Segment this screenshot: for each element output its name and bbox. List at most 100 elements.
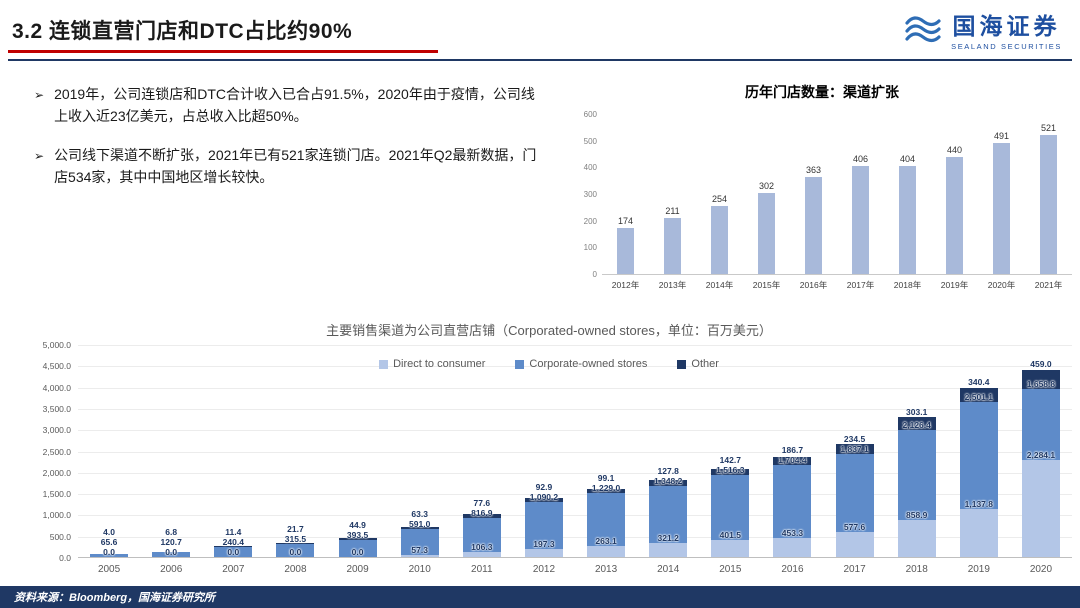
bar-column: 406 2017年 xyxy=(837,114,884,291)
segment-other xyxy=(711,469,750,476)
value-label-corporate: 1,658.8 xyxy=(1026,379,1056,390)
bar-stack: 521 xyxy=(1040,114,1057,274)
x-axis-label: 2014年 xyxy=(705,280,734,290)
value-label-dtc: 401.5 xyxy=(719,529,741,540)
value-label-corporate: 65.6 xyxy=(100,537,118,547)
logo-name: 国海证券 xyxy=(952,14,1061,39)
value-label-other: 92.9 xyxy=(535,482,553,493)
segment-other xyxy=(338,538,377,541)
legend-item: Other xyxy=(677,358,719,370)
bar-stack xyxy=(140,345,202,557)
bar-stack xyxy=(513,345,575,557)
value-label-dtc: 197.3 xyxy=(533,538,555,549)
x-axis-label: 2020年 xyxy=(987,280,1016,290)
value-label-dtc: 577.6 xyxy=(843,522,866,533)
segment-dtc xyxy=(711,539,750,557)
stacked-bar-column: 2016 186.7 1,704.4 453.3 xyxy=(761,345,823,575)
bar xyxy=(617,227,634,274)
value-label-dtc: 0.0 xyxy=(289,547,302,557)
segment-corporate xyxy=(214,546,253,557)
x-axis-label: 2006 xyxy=(160,564,183,575)
value-label-corporate: 1,090.2 xyxy=(529,492,559,503)
segment-other xyxy=(1021,369,1060,390)
bar-stack xyxy=(699,345,761,557)
value-label-corporate: 2,501.1 xyxy=(964,391,993,402)
y-tick-label: 500 xyxy=(583,136,597,146)
bar-stack: 440 xyxy=(946,114,963,274)
value-label-other: 186.7 xyxy=(781,445,804,456)
legend-label: Corporate-owned stores xyxy=(529,358,648,370)
bullet-list: ➢ 2019年，公司连锁店和DTC合计收入已合占91.5%，2020年由于疫情，… xyxy=(34,84,546,207)
legend-item: Direct to consumer xyxy=(379,358,485,370)
store-chart-y-axis: 0 100 200 300 400 500 600 xyxy=(572,110,602,279)
gridline xyxy=(78,387,1072,389)
bar-stack: 174 xyxy=(617,114,634,274)
y-tick-label: 4,000.0 xyxy=(42,382,71,393)
legend-swatch xyxy=(515,359,525,369)
x-axis-label: 2017年 xyxy=(846,280,875,290)
bar xyxy=(758,193,775,274)
bar-column: 363 2016年 xyxy=(790,114,837,291)
value-label-corporate: 816.9 xyxy=(471,507,493,518)
bar-value-label: 254 xyxy=(711,194,728,205)
revenue-chart-title: 主要销售渠道为公司直营店铺（Corporated-owned stores，单位… xyxy=(326,323,772,338)
segment-corporate xyxy=(400,529,439,555)
bar-column: 211 2013年 xyxy=(649,114,696,291)
bars-row: 2005 4.0 65.6 0.0 2006 6.8 120.7 0.0 2007 11.4 240… xyxy=(78,345,1072,575)
bullet-arrow-icon: ➢ xyxy=(34,149,45,164)
value-label-other: 459.0 xyxy=(1030,359,1052,370)
bar-stack: 404 xyxy=(899,114,916,274)
segment-corporate xyxy=(524,502,563,549)
gridline xyxy=(78,494,1072,496)
segment-corporate xyxy=(897,429,936,521)
bar-stack xyxy=(451,345,513,557)
value-label-dtc: 0.0 xyxy=(103,547,115,557)
value-label-dtc: 858.9 xyxy=(906,510,928,521)
stacked-bar-column: 2010 63.3 591.0 57.3 xyxy=(389,345,451,575)
value-label-other: 142.7 xyxy=(719,455,741,466)
bar-stack xyxy=(1010,345,1072,557)
bar-value-label: 521 xyxy=(1040,123,1057,134)
value-label-corporate: 2,126.4 xyxy=(902,419,931,430)
bar xyxy=(899,166,916,274)
gridline xyxy=(78,515,1072,517)
value-label-dtc: 0.0 xyxy=(351,547,364,557)
x-axis-label: 2018 xyxy=(905,564,928,575)
x-axis-label: 2012 xyxy=(532,564,556,575)
value-label-corporate: 591.0 xyxy=(409,519,431,530)
bar-column: 491 2020年 xyxy=(978,114,1025,291)
stacked-bar-column: 2013 99.1 1,229.0 263.1 xyxy=(575,345,637,575)
y-tick-label: 3,000.0 xyxy=(42,425,71,436)
store-chart-plot: 174 2012年 211 2013年 254 2014年 302 2015年 363 2016年… xyxy=(602,114,1072,291)
bar xyxy=(1040,135,1057,274)
bar-stack xyxy=(948,345,1010,557)
segment-dtc xyxy=(773,537,812,557)
value-label-corporate: 120.7 xyxy=(160,537,182,547)
title-underline xyxy=(8,50,438,53)
y-tick-label: 0 xyxy=(592,270,597,279)
segment-other xyxy=(959,387,998,402)
value-label-other: 11.4 xyxy=(225,526,242,537)
value-label-corporate: 1,229.0 xyxy=(591,483,621,494)
legend-swatch xyxy=(379,359,389,369)
gridline xyxy=(78,451,1072,453)
bar xyxy=(852,165,869,274)
stacked-bar-column: 2014 127.8 1,348.2 321.2 xyxy=(637,345,699,575)
bar xyxy=(993,143,1010,274)
bar xyxy=(711,206,728,274)
logo-text: 国海证券 SEALAND SECURITIES xyxy=(951,7,1062,51)
gridline xyxy=(78,366,1072,368)
y-tick-label: 500.0 xyxy=(49,531,71,542)
segment-corporate xyxy=(338,540,377,557)
y-tick-label: 1,000.0 xyxy=(42,510,71,521)
stacked-bar-column: 2017 234.5 1,837.1 577.6 xyxy=(824,345,886,575)
value-label-other: 77.6 xyxy=(473,497,491,508)
revenue-chart: 主要销售渠道为公司直营店铺（Corporated-owned stores，单位… xyxy=(26,320,1072,575)
y-tick-label: 0.0 xyxy=(59,553,71,563)
y-tick-label: 3,500.0 xyxy=(42,403,71,414)
x-axis-label: 2013 xyxy=(594,564,618,575)
x-axis-label: 2019年 xyxy=(940,280,969,290)
gridline xyxy=(78,472,1072,474)
bar-value-label: 363 xyxy=(805,165,822,176)
gridline xyxy=(78,408,1072,410)
